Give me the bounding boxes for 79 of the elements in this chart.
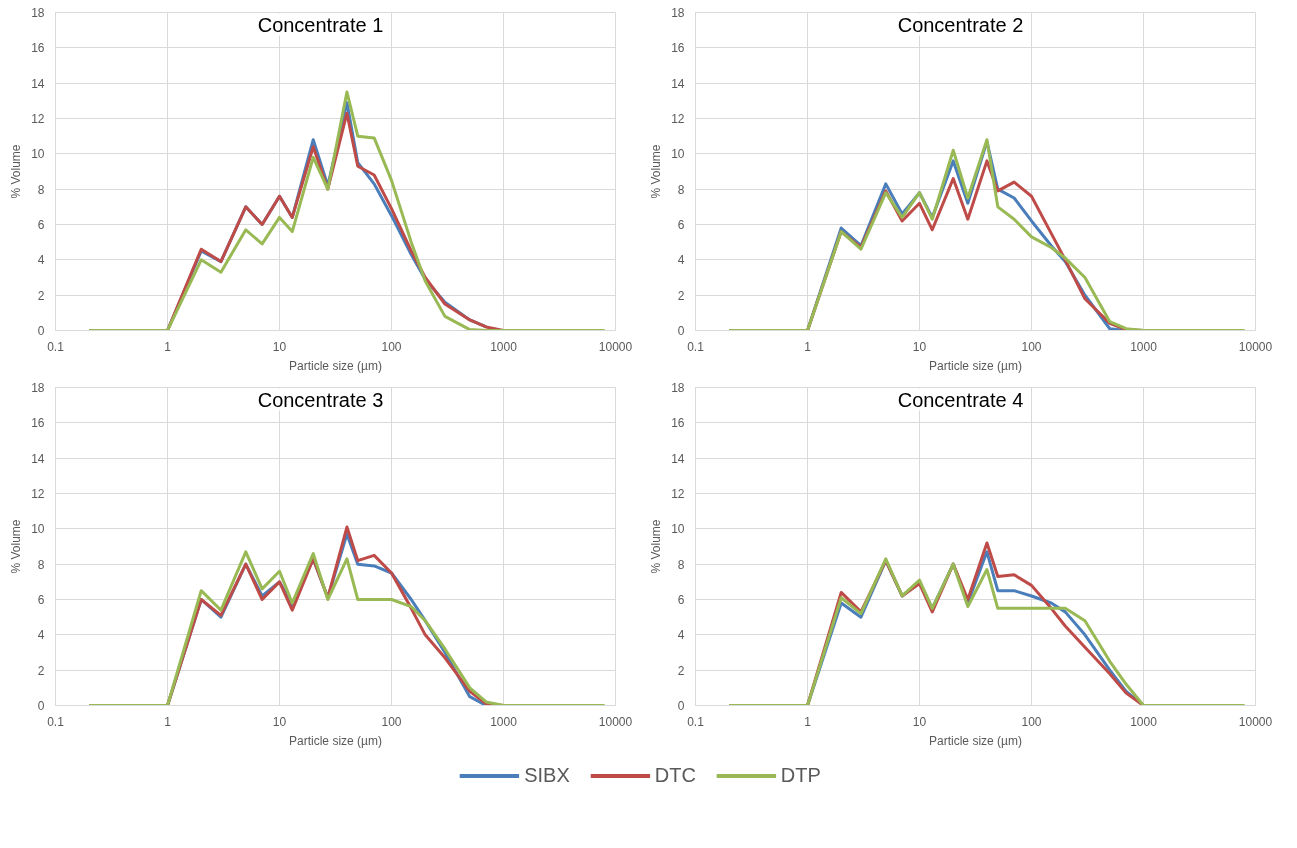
y-tick-label: 0 [37, 324, 45, 338]
y-tick-label: 12 [671, 487, 685, 501]
x-tick-label: 10000 [598, 714, 633, 729]
y-tick-label: 10 [671, 147, 685, 162]
y-tick-label: 10 [31, 147, 45, 162]
y-tick-label: 18 [671, 6, 685, 20]
legend-label: SIBX [524, 763, 570, 787]
y-tick-label: 6 [37, 218, 45, 232]
x-tick-label: 10 [272, 714, 287, 729]
y-tick-label: 16 [671, 41, 685, 56]
x-tick-label: 10 [912, 714, 927, 729]
y-tick-label: 2 [677, 663, 685, 678]
x-tick-label: 100 [381, 714, 402, 729]
y-tick-label: 12 [31, 487, 45, 501]
y-tick-label: 6 [677, 218, 685, 232]
legend-label: DTC [654, 763, 696, 787]
x-tick-label: 100 [1021, 714, 1042, 729]
y-tick-label: 6 [37, 593, 45, 607]
y-tick-label: 0 [677, 699, 685, 713]
y-tick-label: 14 [31, 76, 45, 91]
y-axis-title: % Volume [9, 144, 24, 199]
x-axis-title: Particle size (µm) [289, 358, 382, 373]
y-tick-label: 16 [31, 41, 45, 56]
y-tick-label: 4 [37, 628, 45, 643]
y-tick-label: 8 [37, 557, 45, 572]
x-tick-label: 0.1 [687, 714, 705, 729]
chart-title: Concentrate 4 [897, 388, 1024, 411]
x-tick-label: 1000 [490, 714, 518, 729]
x-tick-label: 0.1 [47, 714, 65, 729]
y-tick-label: 2 [677, 288, 685, 303]
y-tick-label: 10 [31, 522, 45, 537]
x-axis-title: Particle size (µm) [289, 733, 382, 748]
x-tick-label: 1000 [1130, 339, 1158, 354]
y-tick-label: 14 [671, 76, 685, 91]
y-tick-label: 10 [671, 522, 685, 537]
y-tick-label: 2 [37, 663, 45, 678]
x-tick-label: 10 [272, 339, 287, 354]
y-tick-label: 16 [671, 416, 685, 431]
y-tick-label: 14 [31, 451, 45, 466]
y-tick-label: 12 [671, 112, 685, 126]
x-tick-label: 1 [804, 339, 812, 354]
x-axis-title: Particle size (µm) [929, 358, 1022, 373]
chart-title: Concentrate 2 [897, 13, 1024, 36]
x-tick-label: 100 [1021, 339, 1042, 354]
x-tick-label: 0.1 [687, 339, 705, 354]
y-tick-label: 18 [671, 381, 685, 395]
y-tick-label: 18 [31, 381, 45, 395]
y-tick-label: 0 [677, 324, 685, 338]
x-axis-title: Particle size (µm) [929, 733, 1022, 748]
x-tick-label: 1000 [490, 339, 518, 354]
y-tick-label: 2 [37, 288, 45, 303]
y-tick-label: 6 [677, 593, 685, 607]
x-tick-label: 1 [164, 339, 172, 354]
y-tick-label: 12 [31, 112, 45, 126]
chart-title: Concentrate 3 [257, 388, 384, 411]
chart-title: Concentrate 1 [257, 13, 384, 36]
y-tick-label: 14 [671, 451, 685, 466]
y-tick-label: 4 [677, 253, 685, 268]
y-tick-label: 18 [31, 6, 45, 20]
y-axis-title: % Volume [649, 144, 664, 199]
x-tick-label: 10000 [1238, 714, 1273, 729]
y-tick-label: 4 [677, 628, 685, 643]
y-axis-title: % Volume [9, 519, 24, 574]
y-tick-label: 0 [37, 699, 45, 713]
x-tick-label: 1 [164, 714, 172, 729]
y-tick-label: 8 [677, 182, 685, 197]
legend-label: DTP [780, 763, 821, 787]
x-tick-label: 1000 [1130, 714, 1158, 729]
y-tick-label: 8 [677, 557, 685, 572]
y-tick-label: 16 [31, 416, 45, 431]
x-tick-label: 10000 [1238, 339, 1273, 354]
x-tick-label: 100 [381, 339, 402, 354]
y-tick-label: 4 [37, 253, 45, 268]
x-tick-label: 0.1 [47, 339, 65, 354]
y-axis-title: % Volume [649, 519, 664, 574]
y-tick-label: 8 [37, 182, 45, 197]
x-tick-label: 1 [804, 714, 812, 729]
x-tick-label: 10000 [598, 339, 633, 354]
x-tick-label: 10 [912, 339, 927, 354]
